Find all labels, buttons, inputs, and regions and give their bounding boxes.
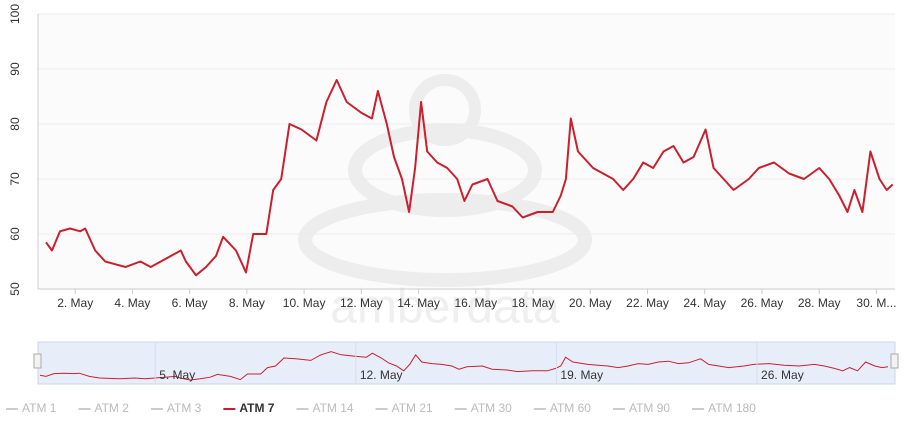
legend-label: ATM 7 bbox=[239, 401, 274, 415]
x-tick-label: 2. May bbox=[57, 296, 93, 310]
line-series bbox=[45, 79, 894, 277]
y-tick-label: 90 bbox=[8, 62, 22, 76]
legend-item[interactable]: ATM 30 bbox=[454, 401, 512, 415]
navigator-tick-label: 26. May bbox=[761, 368, 804, 382]
x-tick-label: 24. May bbox=[683, 296, 726, 310]
legend-label: ATM 2 bbox=[94, 401, 129, 415]
legend-label: ATM 60 bbox=[550, 401, 591, 415]
legend-item[interactable]: ATM 21 bbox=[375, 401, 433, 415]
x-tick-label: 6. May bbox=[172, 296, 208, 310]
y-tick-label: 60 bbox=[8, 227, 22, 241]
legend-label: ATM 21 bbox=[392, 401, 433, 415]
plot-area bbox=[38, 14, 895, 289]
legend-item[interactable]: ATM 1 bbox=[6, 401, 57, 415]
x-tick-label: 16. May bbox=[454, 296, 497, 310]
x-tick-label: 14. May bbox=[397, 296, 440, 310]
y-tick-label: 70 bbox=[8, 172, 22, 186]
navigator-series bbox=[39, 351, 889, 381]
legend-label: ATM 1 bbox=[22, 401, 57, 415]
legend-label: ATM 14 bbox=[312, 401, 353, 415]
legend-label: ATM 30 bbox=[471, 401, 512, 415]
x-tick-label: 4. May bbox=[114, 296, 150, 310]
navigator-tick-label: 12. May bbox=[360, 368, 403, 382]
navigator-tick-label: 5. May bbox=[159, 368, 195, 382]
watermark: amberdata bbox=[330, 281, 560, 334]
x-tick-label: 26. May bbox=[741, 296, 784, 310]
x-tick-label: 28. May bbox=[798, 296, 841, 310]
y-tick-label: 100 bbox=[8, 4, 22, 24]
legend-item[interactable]: ATM 14 bbox=[296, 401, 354, 415]
x-tick-label: 20. May bbox=[569, 296, 612, 310]
legend-label: ATM 180 bbox=[708, 401, 756, 415]
x-tick-label: 30. M... bbox=[856, 296, 896, 310]
x-tick-label: 12. May bbox=[340, 296, 383, 310]
navigator-handle[interactable] bbox=[890, 353, 899, 369]
legend-label: ATM 90 bbox=[629, 401, 670, 415]
x-tick-label: 8. May bbox=[229, 296, 265, 310]
y-tick-label: 80 bbox=[8, 117, 22, 131]
navigator-handle[interactable] bbox=[33, 353, 42, 369]
legend-item[interactable]: ATM 90 bbox=[612, 401, 670, 415]
x-tick-label: 22. May bbox=[626, 296, 669, 310]
watermark-logo bbox=[298, 74, 592, 287]
x-tick-label: 10. May bbox=[283, 296, 326, 310]
navigator-tick-label: 19. May bbox=[560, 368, 603, 382]
navigator[interactable] bbox=[37, 341, 896, 385]
x-tick-label: 18. May bbox=[512, 296, 555, 310]
legend-item[interactable]: ATM 3 bbox=[150, 401, 202, 415]
legend-item[interactable]: ATM 180 bbox=[692, 401, 756, 415]
legend-item[interactable]: ATM 2 bbox=[78, 401, 129, 415]
legend-item[interactable]: ATM 7 bbox=[223, 401, 275, 415]
legend-label: ATM 3 bbox=[167, 401, 202, 415]
legend-item[interactable]: ATM 60 bbox=[533, 401, 591, 415]
y-tick-label: 50 bbox=[8, 282, 22, 296]
